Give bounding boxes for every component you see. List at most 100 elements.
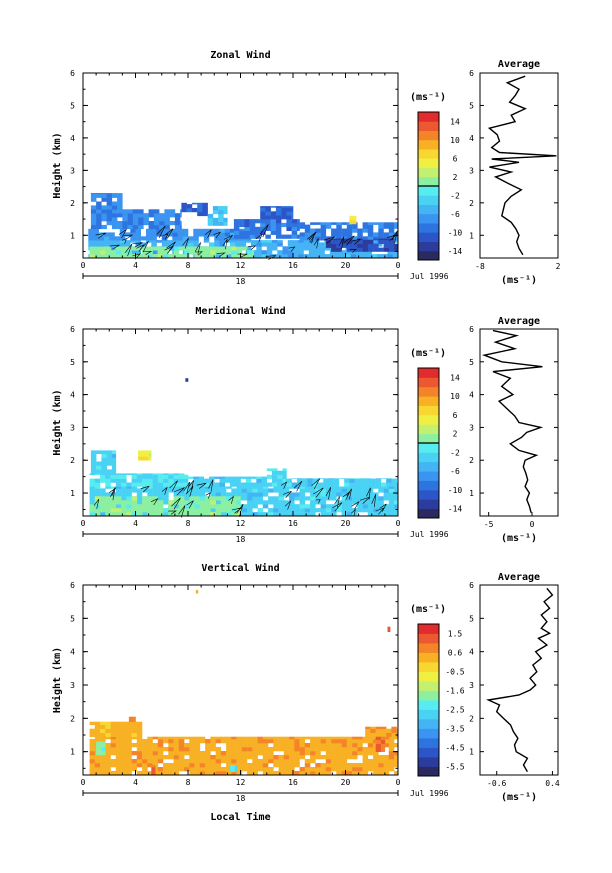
- field-cell: [132, 209, 139, 214]
- field-cell: [184, 486, 190, 489]
- field-cell: [136, 504, 143, 509]
- field-cell: [131, 246, 138, 251]
- field-cell: [88, 242, 94, 247]
- field-cell: [371, 240, 378, 243]
- field-cell: [189, 755, 195, 760]
- field-cell: [173, 486, 180, 489]
- average-title: Average: [498, 59, 540, 70]
- field-cell: [197, 204, 203, 209]
- field-cell: [362, 755, 369, 760]
- field-cell: [394, 222, 399, 225]
- average-y-tick-label: 2: [469, 714, 474, 723]
- field-cell: [151, 250, 157, 255]
- field-cell: [173, 500, 180, 505]
- field-cell: [323, 478, 329, 479]
- field-cell: [203, 236, 210, 241]
- field-cell: [298, 254, 304, 259]
- field-cell: [210, 504, 216, 509]
- field-cell: [325, 751, 332, 756]
- field-cell: [293, 242, 299, 247]
- field-cell: [131, 486, 138, 489]
- field-cell: [275, 207, 282, 212]
- field-cell: [100, 755, 106, 760]
- field-cell: [294, 755, 300, 760]
- field-cell: [105, 736, 111, 740]
- field-cell: [151, 236, 157, 241]
- colorbar: 1.50.6-0.5-1.6-2.5-3.5-4.5-5.5(ms⁻¹): [410, 604, 465, 777]
- field-cell: [257, 512, 264, 517]
- field-cell: [111, 193, 118, 194]
- colorbar-swatch: [418, 121, 439, 131]
- field-cell: [362, 771, 369, 776]
- field-cell: [90, 461, 97, 466]
- field-cell: [142, 759, 148, 764]
- field-cell: [94, 759, 101, 764]
- field-cell: [362, 224, 369, 229]
- field-cell: [138, 450, 144, 453]
- field-cell: [373, 759, 379, 764]
- field-cell: [152, 747, 159, 752]
- field-cell: [121, 500, 127, 505]
- field-cell: [394, 504, 399, 509]
- field-cell: [119, 232, 126, 237]
- field-cell: [110, 763, 117, 768]
- x-axis-label: Local Time: [210, 811, 270, 823]
- field-cell: [336, 508, 342, 513]
- field-cell: [272, 246, 278, 251]
- field-cell: [142, 254, 148, 259]
- field-cell: [184, 488, 190, 493]
- field-cell: [325, 755, 332, 760]
- field-cell: [357, 247, 363, 252]
- field-cell: [105, 751, 111, 756]
- field-cell: [286, 215, 292, 220]
- field-cell: [236, 755, 243, 760]
- field-cell: [231, 492, 237, 497]
- field-cell: [275, 219, 282, 224]
- field-cell: [388, 486, 395, 489]
- field-cell: [132, 224, 139, 230]
- field-cell: [106, 201, 113, 206]
- field-cell: [367, 743, 374, 748]
- field-cell: [230, 482, 236, 487]
- field-cell: [142, 767, 148, 772]
- field-cell: [173, 250, 180, 255]
- field-cell: [341, 759, 348, 764]
- field-cell: [194, 739, 201, 744]
- field-cell: [275, 222, 282, 228]
- field-cell: [319, 246, 325, 251]
- colorbar-label: 0.6: [448, 649, 463, 658]
- field-cell: [106, 453, 113, 458]
- field-cell: [163, 492, 169, 497]
- field-cell: [387, 250, 393, 255]
- field-cell: [367, 232, 374, 237]
- field-cell: [289, 486, 295, 489]
- field-cell: [178, 504, 185, 509]
- field-cell: [126, 473, 132, 475]
- field-cell: [110, 474, 117, 479]
- field-cell: [194, 767, 201, 772]
- field-cell: [346, 739, 353, 744]
- field-cell: [352, 763, 358, 768]
- field-cell: [224, 232, 231, 237]
- field-cell: [281, 234, 287, 239]
- field-cell: [273, 504, 279, 509]
- field-cell: [230, 478, 236, 483]
- field-cell: [189, 767, 195, 772]
- field-cell: [362, 500, 369, 505]
- field-cell: [105, 504, 111, 509]
- field-cell: [121, 486, 127, 489]
- field-cell: [147, 743, 153, 748]
- field-cell: [181, 204, 187, 209]
- field-cell: [110, 736, 117, 740]
- field-cell: [346, 238, 353, 241]
- field-cell: [215, 771, 222, 776]
- field-cell: [383, 496, 390, 501]
- field-cell: [105, 478, 111, 483]
- field-cell: [265, 206, 271, 208]
- field-cell: [100, 496, 106, 501]
- field-cell: [163, 478, 169, 483]
- field-cell: [209, 482, 215, 487]
- field-cell: [220, 486, 227, 489]
- field-cell: [226, 736, 232, 740]
- field-cell: [273, 486, 279, 489]
